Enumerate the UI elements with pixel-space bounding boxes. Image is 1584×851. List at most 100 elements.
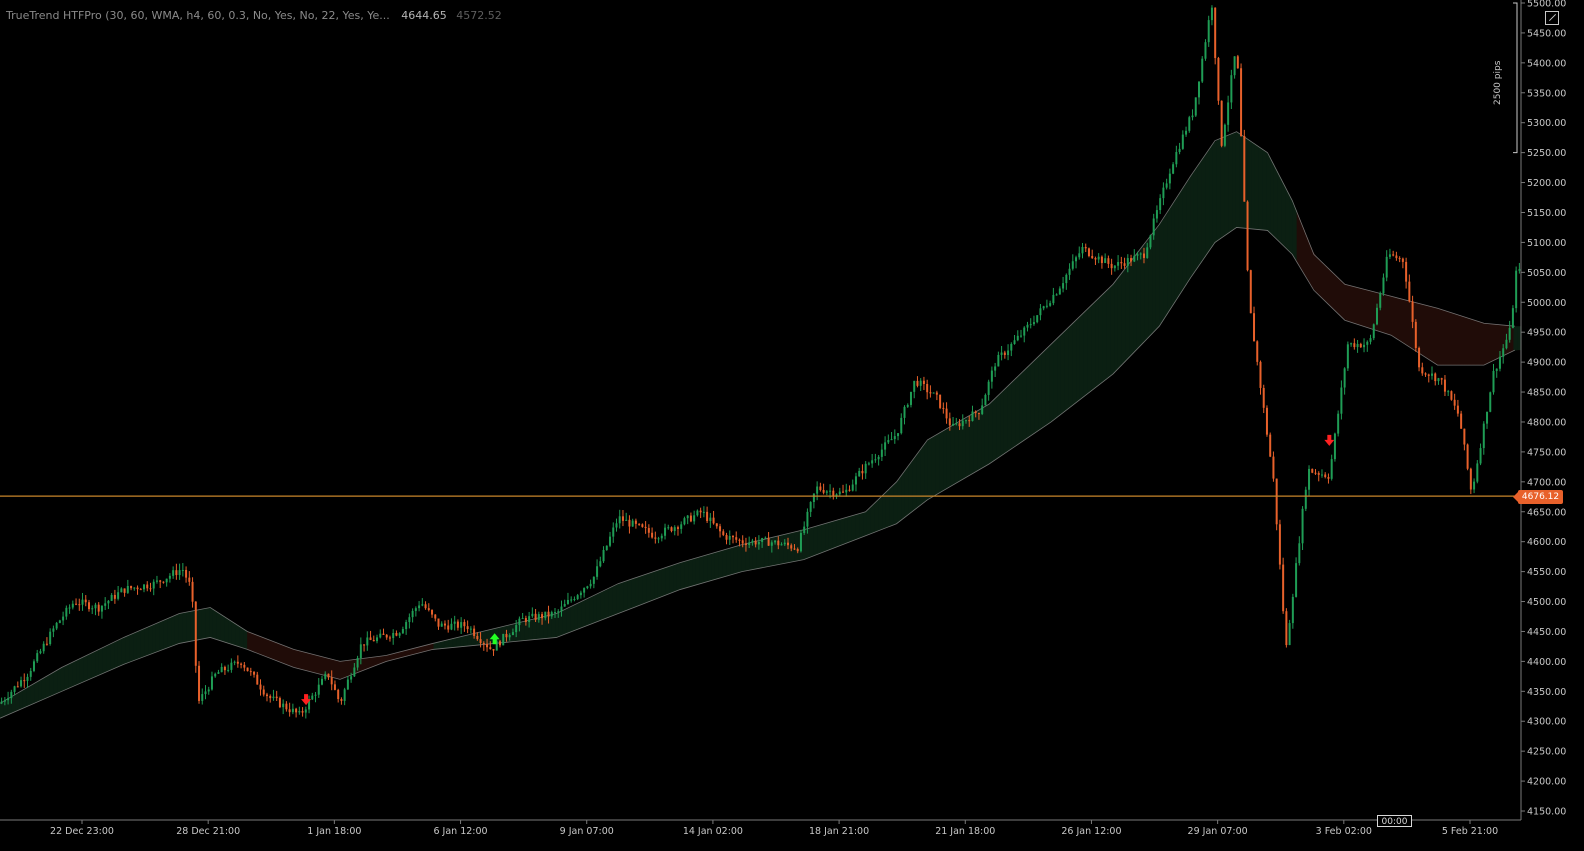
band-fill-segment	[1441, 309, 1446, 366]
candle-body	[544, 611, 547, 619]
band-fill-segment	[22, 687, 28, 709]
candle-body	[337, 689, 340, 700]
candle-body	[185, 569, 188, 578]
candle-body	[81, 599, 84, 605]
band-fill-segment	[806, 527, 811, 559]
band-fill-segment	[49, 672, 54, 697]
candle-body	[670, 527, 673, 532]
candle-body	[638, 523, 641, 525]
candle-body	[1262, 387, 1265, 408]
time-tick-label: 18 Jan 21:00	[809, 826, 869, 837]
band-fill-segment	[847, 515, 853, 543]
candle-body	[634, 520, 637, 524]
candle-body	[356, 658, 359, 668]
candle-body	[120, 588, 123, 593]
band-fill-segment	[726, 548, 731, 577]
price-tick-label: 5050.00	[1527, 268, 1566, 279]
candle-body	[1223, 124, 1226, 146]
candle-body	[1346, 344, 1349, 369]
candle-body	[1052, 294, 1055, 304]
candle-body	[401, 629, 404, 634]
candle-body	[385, 634, 388, 638]
price-tick-label: 5150.00	[1527, 208, 1566, 219]
band-fill-segment	[380, 655, 385, 664]
candle-body	[751, 540, 754, 543]
candle-body	[728, 535, 731, 540]
band-fill-segment	[1357, 287, 1362, 326]
candle-body	[537, 614, 540, 620]
band-fill-segment	[102, 645, 108, 674]
candle-body	[1431, 373, 1434, 376]
candle-body	[253, 671, 256, 675]
candle-body	[605, 545, 608, 550]
candle-body	[984, 394, 987, 406]
candle-body	[1172, 164, 1175, 174]
sell-arrow-icon	[301, 694, 312, 706]
candle-body	[699, 510, 702, 513]
band-fill-segment	[1163, 211, 1168, 320]
candle-body	[1443, 379, 1446, 392]
band-fill-segment	[863, 510, 868, 537]
candle-body	[560, 606, 563, 612]
candle-body	[130, 585, 133, 589]
candle-body	[210, 676, 213, 690]
overlays	[0, 2, 1521, 497]
band-fill-segment	[859, 512, 864, 539]
candle-body	[819, 486, 822, 490]
band-fill-segment	[1475, 320, 1480, 366]
candle-body	[1456, 405, 1459, 414]
band-fill-segment	[19, 690, 24, 710]
candle-body	[62, 616, 65, 621]
candle-body	[1029, 324, 1032, 326]
band-fill-segment	[1311, 249, 1317, 293]
band-fill-segment	[228, 619, 233, 645]
band-fill-segment	[1273, 164, 1279, 241]
candle-body	[628, 519, 631, 527]
candle-body	[903, 406, 906, 418]
band-fill-segment	[414, 647, 419, 655]
candle-body	[641, 524, 644, 527]
price-tick-label: 5300.00	[1527, 118, 1566, 129]
candle-body	[1259, 361, 1262, 388]
band-fill-segment	[1087, 305, 1092, 394]
price-tick-label: 5350.00	[1527, 88, 1566, 99]
candle-body	[295, 708, 298, 713]
band-fill-segment	[1136, 248, 1142, 350]
band-fill-segment	[212, 609, 218, 640]
band-fill-segment	[53, 670, 58, 696]
band-fill-segment	[1482, 322, 1488, 366]
band-fill-segment	[802, 529, 807, 560]
band-fill-segment	[619, 581, 625, 613]
candle-body	[1288, 623, 1291, 646]
band-fill-segment	[121, 636, 127, 666]
band-fill-segment	[410, 648, 416, 656]
band-fill-segment	[577, 601, 583, 630]
candle-body	[835, 494, 838, 496]
band-fill-segment	[95, 649, 100, 677]
candle-body	[217, 672, 220, 674]
candle-body	[829, 490, 832, 492]
candle-body	[104, 603, 107, 606]
band-fill-segment	[250, 632, 256, 653]
candle-body	[285, 703, 288, 710]
candle-body	[489, 647, 492, 650]
band-fill-segment	[752, 541, 758, 570]
band-fill-segment	[258, 635, 263, 656]
band-fill-segment	[1437, 308, 1442, 366]
candle-body	[1152, 218, 1155, 236]
expand-icon[interactable]	[1545, 11, 1559, 25]
candle-body	[84, 599, 87, 603]
price-tick-label: 4350.00	[1527, 687, 1566, 698]
band-fill-segment	[783, 533, 788, 564]
band-fill-segment	[395, 652, 400, 660]
candle-body	[152, 581, 155, 589]
candle-body	[1120, 262, 1123, 264]
band-fill-segment	[1456, 314, 1461, 366]
band-fill-segment	[45, 674, 51, 699]
candle-body	[1343, 368, 1346, 388]
band-fill-segment	[1494, 324, 1499, 361]
price-axis: 5500.00 5450.00 5400.00 5350.00 5300.00 5250.…	[1520, 0, 1566, 820]
candle-body	[861, 470, 864, 474]
